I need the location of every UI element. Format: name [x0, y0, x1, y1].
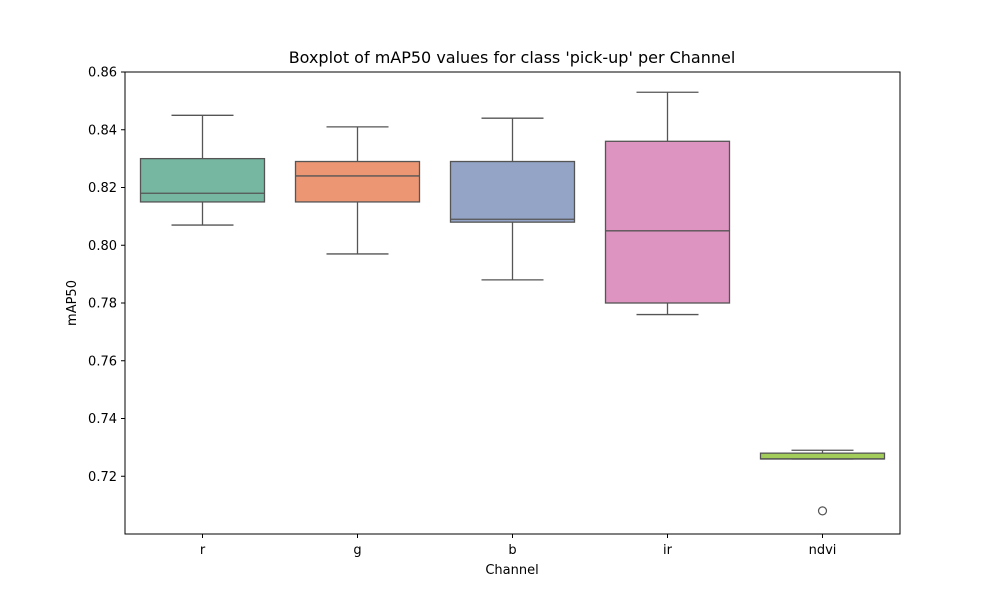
box-b [449, 160, 576, 223]
box-g [294, 160, 421, 203]
box-ir [604, 140, 731, 304]
box-r [139, 157, 266, 203]
box-group-ndvi [759, 449, 886, 516]
box-group-g [294, 126, 421, 255]
x-tick-label: ir [663, 543, 673, 558]
y-tick-label: 0.74 [88, 412, 117, 427]
box-ndvi [759, 452, 886, 460]
x-tick-label: ndvi [809, 543, 837, 558]
box-group-r [139, 114, 266, 226]
box-group-b [449, 117, 576, 281]
y-tick-label: 0.76 [88, 354, 117, 369]
x-tick-label: g [353, 543, 361, 558]
x-axis: r g b ir ndvi [200, 534, 837, 558]
plot-area [139, 91, 886, 516]
x-tick-label: r [200, 543, 206, 558]
box-group-ir [604, 91, 731, 316]
y-tick-label: 0.84 [88, 123, 117, 138]
y-tick-label: 0.82 [88, 181, 117, 196]
y-tick-label: 0.72 [88, 470, 117, 485]
y-axis: 0.72 0.74 0.76 0.78 0.80 0.82 0.84 0.86 [88, 66, 125, 485]
y-tick-label: 0.86 [88, 66, 117, 81]
y-tick-label: 0.80 [88, 239, 117, 254]
outlier-point [817, 506, 828, 516]
x-tick-label: b [508, 543, 516, 558]
y-axis-label: mAP50 [65, 280, 80, 326]
x-axis-label: Channel [485, 563, 538, 578]
chart-title: Boxplot of mAP50 values for class 'pick-… [289, 48, 736, 67]
y-tick-label: 0.78 [88, 297, 117, 312]
